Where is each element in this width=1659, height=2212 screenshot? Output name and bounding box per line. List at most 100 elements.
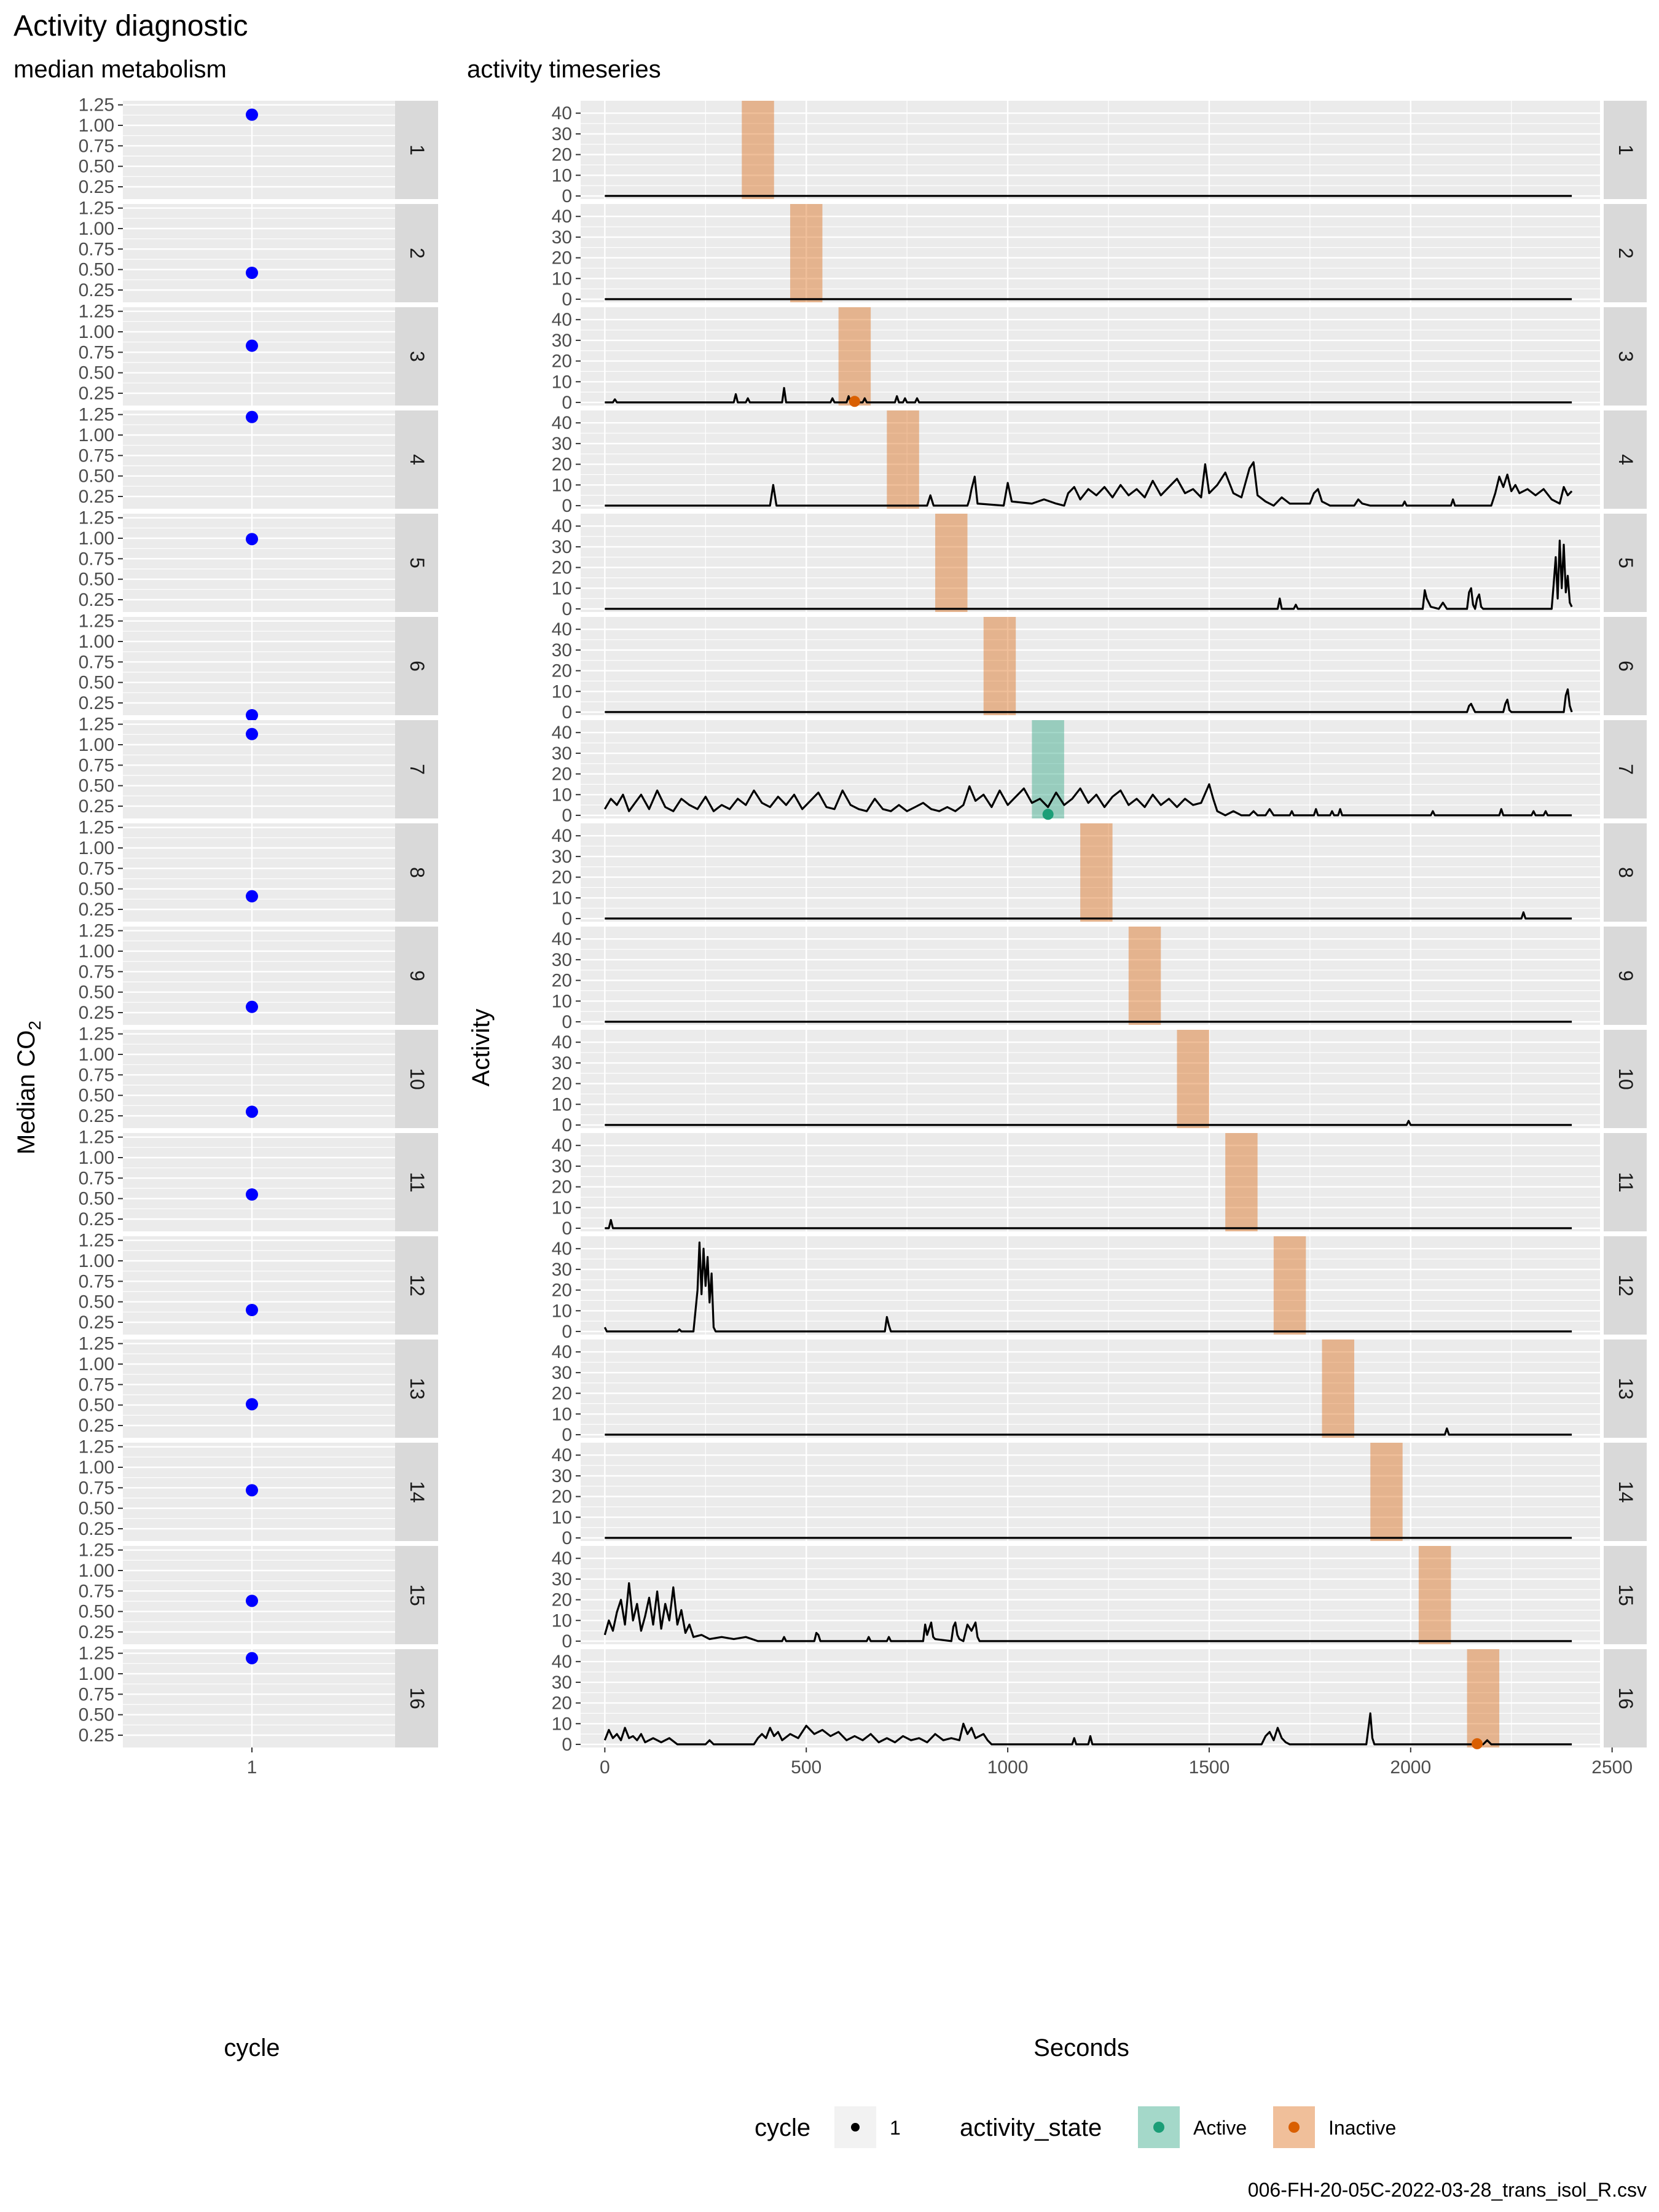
activity-y-tick-label: 30	[552, 743, 572, 764]
legend: cycle 1 activity_state Active Inactive	[755, 2106, 1396, 2148]
metabolism-facet-strip	[395, 307, 438, 406]
metabolism-facet-label: 14	[406, 1481, 428, 1503]
activity-inactive-window	[1273, 1236, 1306, 1335]
activity-y-tick-label: 40	[552, 723, 572, 743]
activity-series-line	[603, 783, 1572, 817]
metabolism-point	[246, 1304, 258, 1316]
activity-facet-label: 11	[1615, 1172, 1637, 1192]
metabolism-y-tick-label: 0.25	[79, 796, 114, 817]
metabolism-y-tick-label: 0.75	[79, 755, 114, 775]
metabolism-y-tick-label: 1.25	[79, 611, 114, 632]
metabolism-y-tick-label: 0.75	[79, 858, 114, 879]
activity-facet-strip	[1604, 927, 1647, 1025]
activity-inactive-window	[1418, 1546, 1451, 1644]
activity-y-tick-label: 40	[552, 1445, 572, 1465]
metabolism-y-tick-label: 1.00	[79, 1664, 114, 1684]
activity-y-tick-label: 0	[562, 1012, 572, 1032]
activity-series-line	[603, 1241, 1572, 1333]
activity-inactive-window	[1467, 1649, 1500, 1747]
activity-y-tick-label: 0	[562, 393, 572, 413]
metabolism-panel-bg	[123, 204, 395, 302]
activity-y-tick-label: 20	[552, 1487, 572, 1507]
metabolism-point	[246, 890, 258, 903]
metabolism-point	[246, 728, 258, 740]
activity-facet-strip	[1604, 514, 1647, 612]
metabolism-y-tick-label: 0.50	[79, 1705, 114, 1725]
right-panel-subtitle: activity timeseries	[467, 56, 661, 83]
metabolism-panel-bg	[123, 1236, 395, 1335]
seconds-x-tick-label: 1500	[1189, 1757, 1230, 1778]
activity-y-tick-label: 10	[552, 888, 572, 908]
activity-panel-bg	[581, 1030, 1600, 1128]
activity-y-tick-label: 40	[552, 1032, 572, 1053]
metabolism-point	[246, 1484, 258, 1497]
metabolism-y-tick-label: 0.50	[79, 1499, 114, 1519]
metabolism-point	[246, 533, 258, 546]
activity-y-tick-label: 30	[552, 1363, 572, 1383]
activity-y-tick-label: 0	[562, 1528, 572, 1548]
metabolism-y-tick-label: 1.25	[79, 198, 114, 219]
metabolism-y-tick-label: 1.25	[79, 405, 114, 425]
activity-y-tick-label: 20	[552, 971, 572, 991]
metabolism-panel-bg	[123, 823, 395, 922]
metabolism-facet-strip	[395, 927, 438, 1025]
activity-inactive-window	[935, 514, 968, 612]
activity-inactive-window	[1080, 823, 1113, 922]
metabolism-facet-label: 6	[406, 661, 428, 672]
metabolism-facet-1: 0.250.500.751.001.25 1	[79, 95, 438, 199]
activity-y-tick-label: 10	[552, 165, 572, 186]
metabolism-y-tick-label: 1.25	[79, 302, 114, 322]
activity-y-tick-label: 30	[552, 331, 572, 351]
metabolism-facet-label: 8	[406, 867, 428, 878]
metabolism-y-tick-label: 0.25	[79, 1003, 114, 1023]
activity-facet-label: 14	[1615, 1481, 1637, 1503]
metabolism-y-tick-label: 0.75	[79, 1684, 114, 1704]
legend-active-key	[1153, 2122, 1164, 2133]
metabolism-facet-12: 0.250.500.751.001.25 12	[79, 1231, 438, 1335]
activity-facet-label: 16	[1615, 1687, 1637, 1709]
metabolism-y-tick-label: 0.75	[79, 549, 114, 569]
activity-facet-strip	[1604, 823, 1647, 922]
metabolism-panel-bg	[123, 1030, 395, 1128]
metabolism-facet-label: 11	[406, 1172, 428, 1192]
axes: Median CO2 cycle Activity Seconds	[13, 1009, 1129, 2061]
metabolism-y-tick-label: 1.25	[79, 921, 114, 941]
metabolism-facet-9: 0.250.500.751.001.25 9	[79, 921, 438, 1025]
metabolism-y-tick-label: 0.50	[79, 260, 114, 280]
metabolism-facet-8: 0.250.500.751.001.25 8	[79, 818, 438, 922]
metabolism-panel-bg	[123, 1339, 395, 1438]
activity-facet-label: 7	[1615, 764, 1637, 775]
activity-y-tick-label: 0	[562, 1115, 572, 1135]
activity-y-tick-label: 0	[562, 909, 572, 929]
metabolism-y-tick-label: 1.00	[79, 1561, 114, 1581]
cycle-x-tick-label: 1	[247, 1757, 257, 1778]
metabolism-point	[246, 108, 258, 121]
metabolism-y-tick-label: 1.25	[79, 1231, 114, 1251]
activity-series-line	[605, 688, 1573, 713]
activity-y-tick-label: 40	[552, 310, 572, 330]
metabolism-point	[246, 1105, 258, 1118]
activity-panel-bg	[581, 1133, 1600, 1231]
metabolism-facet-strip	[395, 617, 438, 715]
activity-facet-strip	[1604, 101, 1647, 199]
activity-inactive-window	[790, 204, 823, 302]
activity-facet-strip	[1604, 1236, 1647, 1335]
activity-y-tick-label: 20	[552, 1281, 572, 1301]
legend-cycle-title: cycle	[755, 2114, 810, 2141]
metabolism-y-tick-label: 1.25	[79, 1437, 114, 1457]
metabolism-point	[246, 339, 258, 352]
metabolism-facet-strip	[395, 720, 438, 818]
activity-series-line	[605, 461, 1573, 507]
metabolism-panel-bg	[123, 1133, 395, 1231]
metabolism-facet-label: 1	[406, 144, 428, 155]
activity-y-tick-label: 10	[552, 269, 572, 289]
metabolism-y-tick-label: 1.25	[79, 1334, 114, 1354]
metabolism-point	[246, 1398, 258, 1411]
activity-panel-bg	[581, 823, 1600, 922]
metabolism-y-tick-label: 1.25	[79, 818, 114, 838]
